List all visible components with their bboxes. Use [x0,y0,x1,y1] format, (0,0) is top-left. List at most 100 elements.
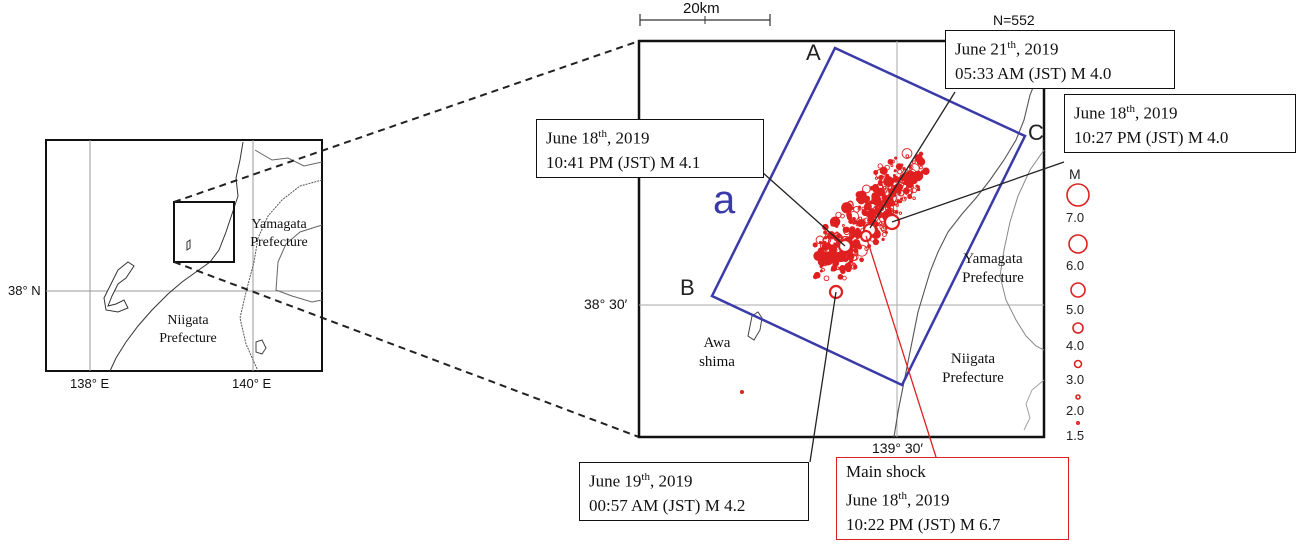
fault-plane-label: a [713,178,736,222]
aftershock-marker [822,245,826,249]
aftershock-marker [852,216,856,221]
aftershock-marker [905,154,910,158]
aftershock-marker [833,242,837,246]
aftershock-marker [842,275,847,281]
event-count-label: N=552 [993,12,1035,28]
aftershock-marker [819,242,827,250]
aftershock-marker [919,165,923,170]
aftershock-marker [885,174,890,178]
inset-inland-line [275,224,323,303]
aftershock-marker [857,244,863,250]
inset-prefecture-border [239,179,323,372]
aftershock-marker [885,231,888,234]
callout-main-shock-time: 10:22 PM (JST) M 6.7 [846,514,1001,534]
aftershock-marker [852,262,856,266]
callout-june21-date: June 21th, 2019 [955,39,1059,59]
aftershock-marker [901,196,907,202]
inset-label-yamagata: Yamagata Prefecture [240,216,318,252]
aftershock-marker [887,176,891,180]
aftershock-marker [849,226,856,233]
callout-june18-2241-time: 10:41 PM (JST) M 4.1 [546,152,701,172]
inset-coastline [109,141,244,372]
aftershock-marker [849,234,855,240]
scale-bar [639,14,771,26]
aftershock-marker [827,251,839,262]
aftershock-marker [823,275,830,282]
aftershock-marker [881,199,886,204]
main-lon-label: 139° 30′ [872,440,924,456]
aftershock-marker [876,203,880,207]
inset-inland-line-2 [254,149,323,167]
main-lat-label: 38° 30′ [584,296,628,312]
aftershock-marker [901,148,913,159]
corner-label-a: A [806,40,821,65]
aftershock-marker [821,256,827,262]
aftershock-marker [840,252,845,256]
main-inland-line [999,149,1045,351]
aftershock-marker [822,223,829,231]
aftershock-marker [830,222,835,227]
aftershock-cluster [812,148,930,300]
aftershock-marker [835,231,839,235]
aftershock-marker [823,230,828,235]
aftershock-marker [840,213,845,219]
aftershock-marker [871,185,878,192]
main-coastline [893,69,1041,438]
inset-lake [255,339,267,355]
aftershock-marker [887,188,891,192]
callout-june21-time: 05:33 AM (JST) M 4.0 [955,63,1112,83]
magnitude-legend-7: 7.0 [1066,210,1085,225]
aftershock-marker [909,169,917,176]
magnitude-legend-5: 5.0 [1066,302,1085,317]
aftershock-marker [849,251,853,256]
inset-label-yamagata-line1: Yamagata [251,217,307,232]
aftershock-marker [892,175,900,183]
aftershock-marker [813,271,821,279]
magnitude-legend-1-5: 1.5 [1066,428,1085,443]
aftershock-marker [898,190,905,197]
aftershock-marker [833,260,840,266]
inset-lat-label: 38° N [8,283,41,298]
aftershock-marker [845,252,852,259]
isolated-event [740,390,744,394]
aftershock-marker [830,265,838,272]
aftershock-marker [819,269,823,273]
aftershock-marker [890,164,894,168]
corner-label-c: C [1028,120,1044,145]
aftershock-marker [814,253,821,261]
aftershock-marker [853,265,858,270]
aftershock-marker [863,202,872,211]
aftershock-marker [887,158,894,165]
magnitude-legend-6: 6.0 [1066,258,1085,273]
inset-label-yamagata-line2: Prefecture [250,235,308,250]
aftershock-marker [896,199,901,204]
aftershock-marker [894,156,898,160]
callout-main-shock-date: June 18th, 2019 [846,490,950,510]
aftershock-marker [898,211,903,215]
callout-june19: June 19th, 2019 00:57 AM (JST) M 4.2 [579,462,809,521]
aftershock-marker [867,218,870,222]
main-label-niigata: Niigata Prefecture [928,350,1018,388]
aftershock-marker [825,233,831,238]
aftershock-marker [870,213,875,218]
aftershock-marker [881,232,887,237]
main-label-niigata-line1: Niigata [950,351,996,367]
callout-main-shock-title: Main shock [846,462,926,481]
magnitude-legend-3: 3.0 [1066,372,1085,387]
aftershock-marker [855,223,859,227]
aftershock-marker [864,246,869,251]
main-label-awashima: Awa shima [690,334,744,372]
aftershock-marker [814,251,824,261]
callout-june18-2227-date: June 18th, 2019 [1074,103,1178,123]
zoom-connector-bottom [173,261,640,438]
aftershock-marker [900,163,904,167]
aftershock-marker [878,175,883,180]
main-label-yamagata-line2: Prefecture [962,270,1024,286]
aftershock-marker [837,274,844,280]
aftershock-marker [859,220,866,226]
callout-june18-2241-date: June 18th, 2019 [546,128,650,148]
aftershock-marker [826,233,833,240]
aftershock-marker [888,208,895,215]
callout-june18-2241: June 18th, 2019 10:41 PM (JST) M 4.1 [536,119,764,178]
main-label-awashima-line1: Awa [703,335,731,351]
